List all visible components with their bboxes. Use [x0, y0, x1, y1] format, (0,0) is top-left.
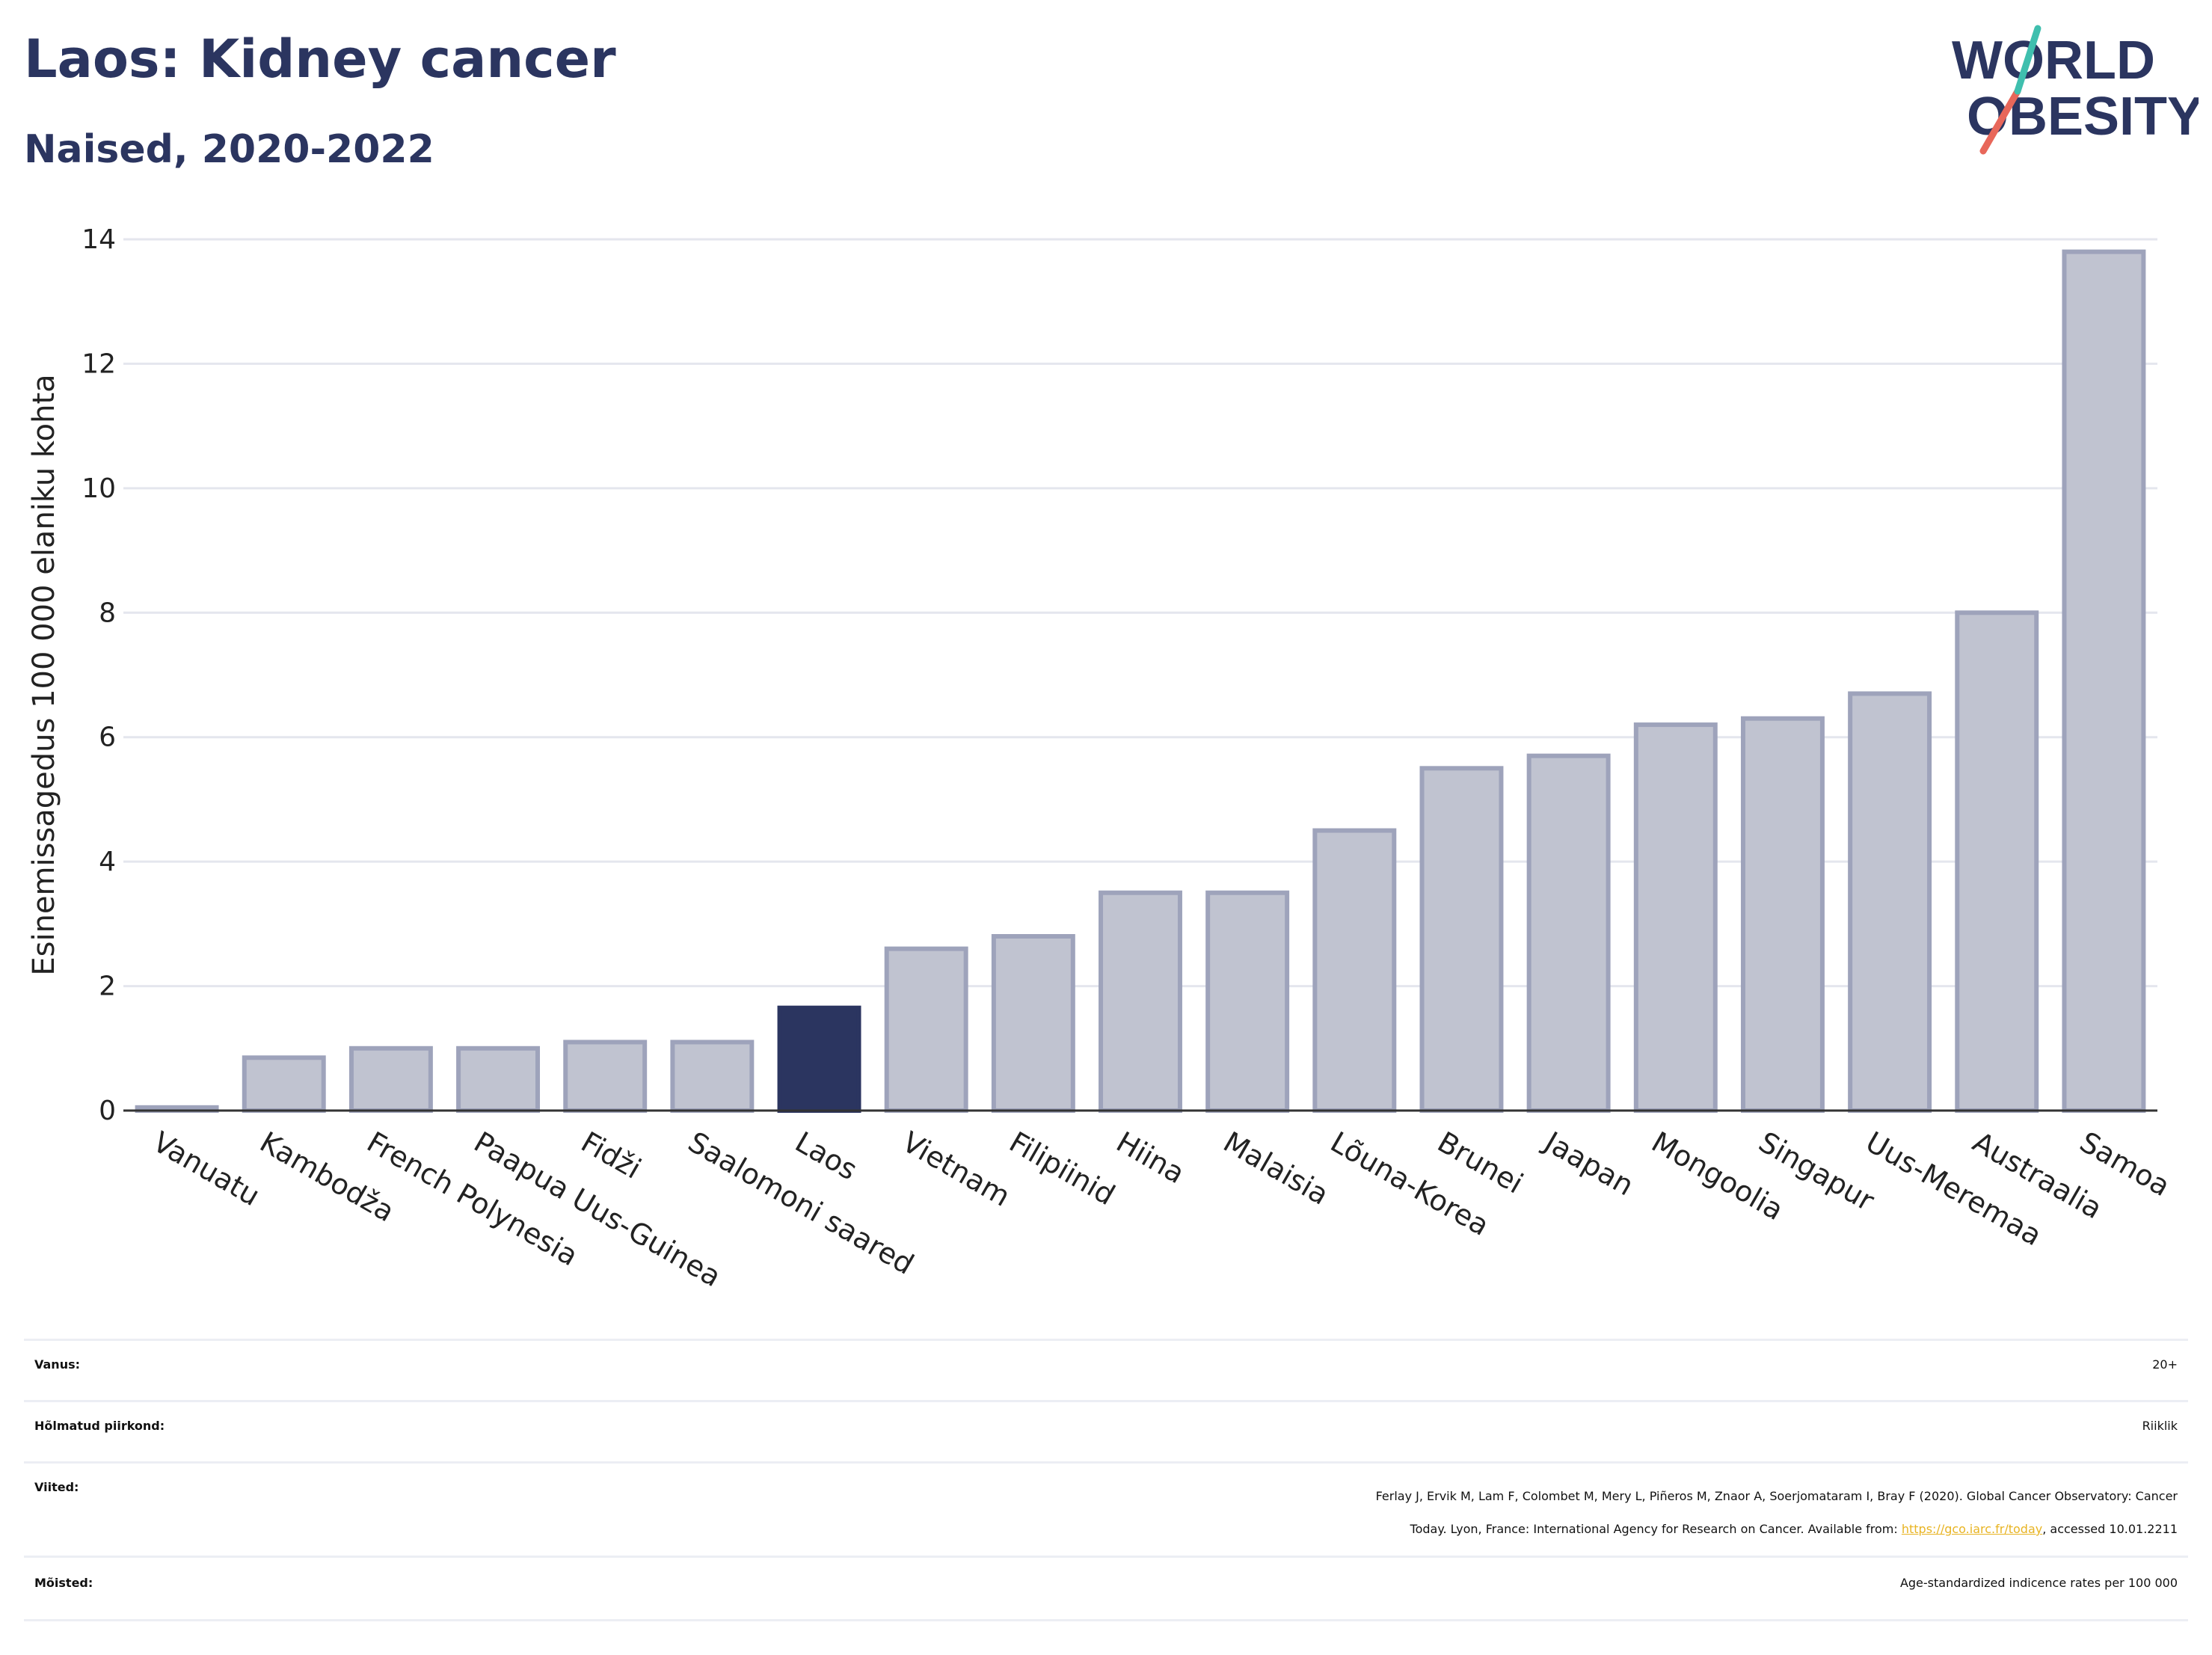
y-axis-label: Esinemissagedus 100 000 elaniku kohta: [27, 374, 61, 975]
references-link[interactable]: https://gco.iarc.fr/today: [1901, 1522, 2043, 1536]
meta-references-value: Ferlay J, Ervik M, Lam F, Colombet M, Me…: [532, 1480, 2178, 1546]
y-tick-label: 4: [99, 847, 116, 877]
x-tick-label: Jaapan: [1537, 1125, 1639, 1203]
bar-2: [348, 1045, 433, 1114]
bar-18: [2062, 249, 2146, 1114]
bar-1: [242, 1055, 326, 1113]
bar-chart: 0 2 4 6 8 10 12 14 Esinemissagedus 100 000 elani…: [27, 224, 2175, 1293]
chart-title: Laos: Kidney cancer: [24, 28, 616, 90]
bar-4: [563, 1040, 648, 1113]
references-line-2-tail: , accessed 10.01.2211: [2042, 1522, 2178, 1536]
chart-subtitle: Naised, 2020-2022: [24, 127, 434, 172]
y-tick-label: 6: [99, 722, 116, 753]
meta-row-region: Hõlmatud piirkond: Riiklik: [24, 1400, 2188, 1464]
x-tick-label: Filipiinid: [1004, 1126, 1120, 1212]
bar-13: [1526, 753, 1611, 1114]
x-tick-label: Hiina: [1111, 1126, 1191, 1191]
meta-age-value: 20+: [2152, 1357, 2178, 1372]
meta-age-label: Vanus:: [34, 1357, 81, 1372]
bar-9: [1099, 890, 1182, 1113]
meta-definitions-value: Age-standardized indicence rates per 100…: [1899, 1576, 2178, 1590]
meta-definitions-label: Mõisted:: [34, 1576, 93, 1590]
references-line-2: Today. Lyon, France: International Agenc…: [532, 1513, 2178, 1546]
x-tick-label: Fidži: [576, 1126, 647, 1185]
bar-16: [1848, 691, 1932, 1113]
x-tick-label: Vietnam: [897, 1126, 1016, 1213]
logo-line-1: WORLD: [1952, 31, 2155, 90]
x-tick-label: Uus-Meremaa: [1861, 1126, 2047, 1253]
bar-14: [1633, 722, 1718, 1113]
logo-slash-red: [1979, 87, 2021, 155]
bar-10: [1205, 890, 1290, 1113]
x-tick-label: Laos: [790, 1126, 863, 1187]
y-tick-label: 2: [99, 971, 116, 1002]
bar-11: [1312, 828, 1397, 1114]
bar-17: [1955, 610, 2039, 1113]
references-line-1: Ferlay J, Ervik M, Lam F, Colombet M, Me…: [1375, 1489, 2178, 1503]
world-obesity-logo: WORLD OBESITY: [1952, 25, 2199, 155]
y-tick-label: 12: [82, 348, 116, 379]
meta-row-definitions: Mõisted: Age-standardized indicence rate…: [24, 1556, 2188, 1621]
y-tick-label: 10: [82, 473, 116, 504]
y-tick-label: 8: [99, 598, 116, 628]
bar-3: [456, 1045, 541, 1114]
meta-row-age: Vanus: 20+: [24, 1339, 2188, 1402]
x-tick-label: Malaisia: [1218, 1126, 1334, 1212]
meta-references-label: Viited:: [34, 1480, 79, 1494]
bar-12: [1419, 766, 1504, 1113]
meta-row-references: Viited: Ferlay J, Ervik M, Lam F, Colomb…: [24, 1461, 2188, 1558]
y-tick-label: 14: [82, 224, 116, 255]
bar-5: [670, 1040, 755, 1113]
x-tick-label: Vanuatu: [147, 1126, 265, 1212]
bar-6: [777, 1005, 861, 1113]
bar-8: [991, 934, 1075, 1113]
bar-15: [1740, 716, 1825, 1113]
y-tick-label: 0: [99, 1096, 116, 1126]
bar-7: [884, 946, 968, 1113]
references-line-2-text: Today. Lyon, France: International Agenc…: [1410, 1522, 1902, 1536]
meta-region-label: Hõlmatud piirkond:: [34, 1419, 165, 1433]
logo-slash-teal: [2014, 25, 2042, 95]
meta-region-value: Riiklik: [2142, 1419, 2178, 1433]
